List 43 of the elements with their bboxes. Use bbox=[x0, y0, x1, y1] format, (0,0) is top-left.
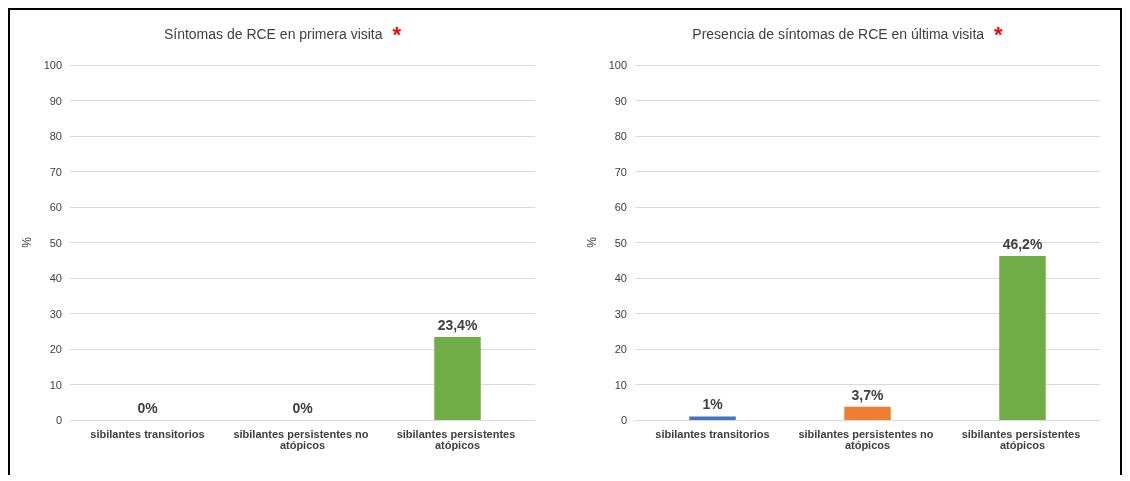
y-tick-label: 0 bbox=[55, 414, 62, 426]
data-label: 1% bbox=[702, 396, 724, 413]
x-tick-label: sibilantes transitorios bbox=[655, 427, 770, 440]
y-axis-title: % bbox=[584, 236, 599, 248]
y-tick-label: 40 bbox=[49, 272, 62, 284]
y-tick-label: 30 bbox=[49, 307, 62, 320]
y-tick-label: 60 bbox=[49, 201, 62, 213]
x-tick-label: sibilantes transitorios bbox=[90, 427, 205, 440]
y-tick-label: 90 bbox=[49, 94, 62, 107]
data-label: 46,2% bbox=[1002, 235, 1043, 252]
x-tick-label: sibilantes persistentes no atópicos bbox=[233, 427, 372, 451]
bar bbox=[844, 406, 891, 420]
y-tick-label: 20 bbox=[614, 343, 627, 355]
y-tick-label: 10 bbox=[614, 378, 627, 391]
y-tick-label: 30 bbox=[614, 307, 627, 320]
y-tick-label: 40 bbox=[614, 272, 627, 284]
y-tick-label: 90 bbox=[614, 94, 627, 107]
y-tick-label: 80 bbox=[49, 130, 62, 142]
data-label: 3,7% bbox=[851, 386, 884, 403]
x-tick-label: sibilantes persistentes atópicos bbox=[396, 427, 519, 451]
y-tick-label: 80 bbox=[614, 130, 627, 142]
chart-title: Presencia de síntomas de RCE en última visita bbox=[692, 26, 985, 42]
y-tick-label: 50 bbox=[614, 236, 627, 249]
y-tick-label: 100 bbox=[43, 59, 62, 71]
data-label: 23,4% bbox=[437, 316, 478, 333]
data-label: 0% bbox=[137, 400, 159, 416]
y-tick-label: 10 bbox=[49, 378, 62, 391]
y-tick-label: 0 bbox=[620, 414, 627, 426]
text: * bbox=[392, 21, 402, 47]
chart-title: Síntomas de RCE en primera visita bbox=[163, 26, 383, 42]
y-tick-label: 70 bbox=[614, 165, 627, 178]
x-tick-label: sibilantes persistentes no atópicos bbox=[798, 427, 937, 451]
y-tick-label: 60 bbox=[614, 201, 627, 213]
y-tick-label: 70 bbox=[49, 165, 62, 178]
bar bbox=[689, 416, 736, 420]
bar bbox=[999, 255, 1046, 420]
text: * bbox=[994, 21, 1004, 47]
y-tick-label: 50 bbox=[49, 236, 62, 249]
y-axis-title: % bbox=[19, 236, 34, 248]
y-tick-label: 100 bbox=[608, 59, 627, 71]
y-tick-label: 20 bbox=[49, 343, 62, 355]
x-tick-label: sibilantes persistentes atópicos bbox=[961, 427, 1084, 451]
data-label: 0% bbox=[292, 400, 314, 416]
